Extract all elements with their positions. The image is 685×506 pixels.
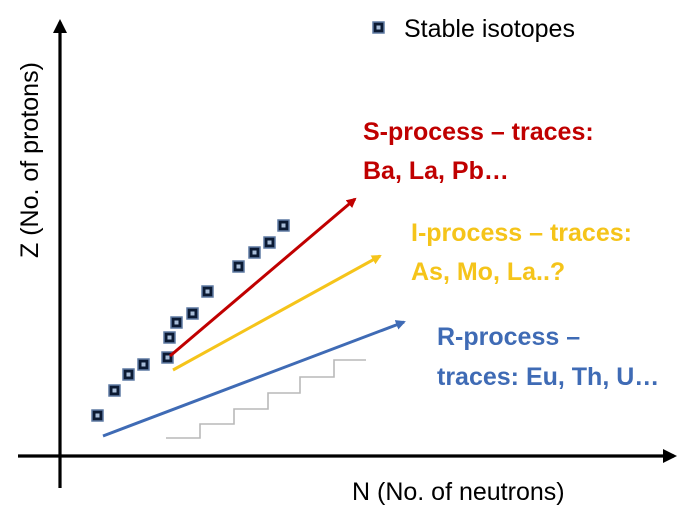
s-process-line1: S-process – traces: <box>363 118 594 146</box>
s-process-arrow <box>169 197 357 358</box>
r-process-line2: traces: Eu, Th, U… <box>437 363 659 391</box>
y-axis-label: Z (No. of protons) <box>16 62 44 258</box>
square-marker-icon <box>372 21 385 34</box>
isotope-marker <box>122 368 135 381</box>
isotope-marker <box>248 246 261 259</box>
isotope-marker <box>91 409 104 422</box>
isotope-marker <box>163 331 176 344</box>
s-process-line2: Ba, La, Pb… <box>363 157 509 185</box>
isotope-marker <box>186 307 199 320</box>
isotope-marker <box>232 260 245 273</box>
i-process-arrow <box>172 254 382 372</box>
legend: Stable isotopes <box>372 15 575 43</box>
neutron-capture-staircase <box>166 359 366 439</box>
isotope-marker <box>170 316 183 329</box>
r-process-arrow <box>102 320 406 438</box>
isotope-marker <box>108 384 121 397</box>
r-process-label: R-process – traces: Eu, Th, U… <box>437 323 659 391</box>
legend-label: Stable isotopes <box>404 15 575 43</box>
isotope-marker <box>201 285 214 298</box>
i-process-line2: As, Mo, La..? <box>411 258 565 286</box>
i-process-line1: I-process – traces: <box>411 219 632 247</box>
isotope-marker <box>263 236 276 249</box>
isotope-marker <box>137 358 150 371</box>
stable-isotopes <box>91 219 290 422</box>
isotope-marker <box>277 219 290 232</box>
r-process-line1: R-process – <box>437 323 580 351</box>
x-axis-label: N (No. of neutrons) <box>352 478 565 506</box>
i-process-label: I-process – traces: As, Mo, La..? <box>411 219 632 286</box>
s-process-label: S-process – traces: Ba, La, Pb… <box>363 118 594 185</box>
isotope-marker <box>161 351 174 364</box>
